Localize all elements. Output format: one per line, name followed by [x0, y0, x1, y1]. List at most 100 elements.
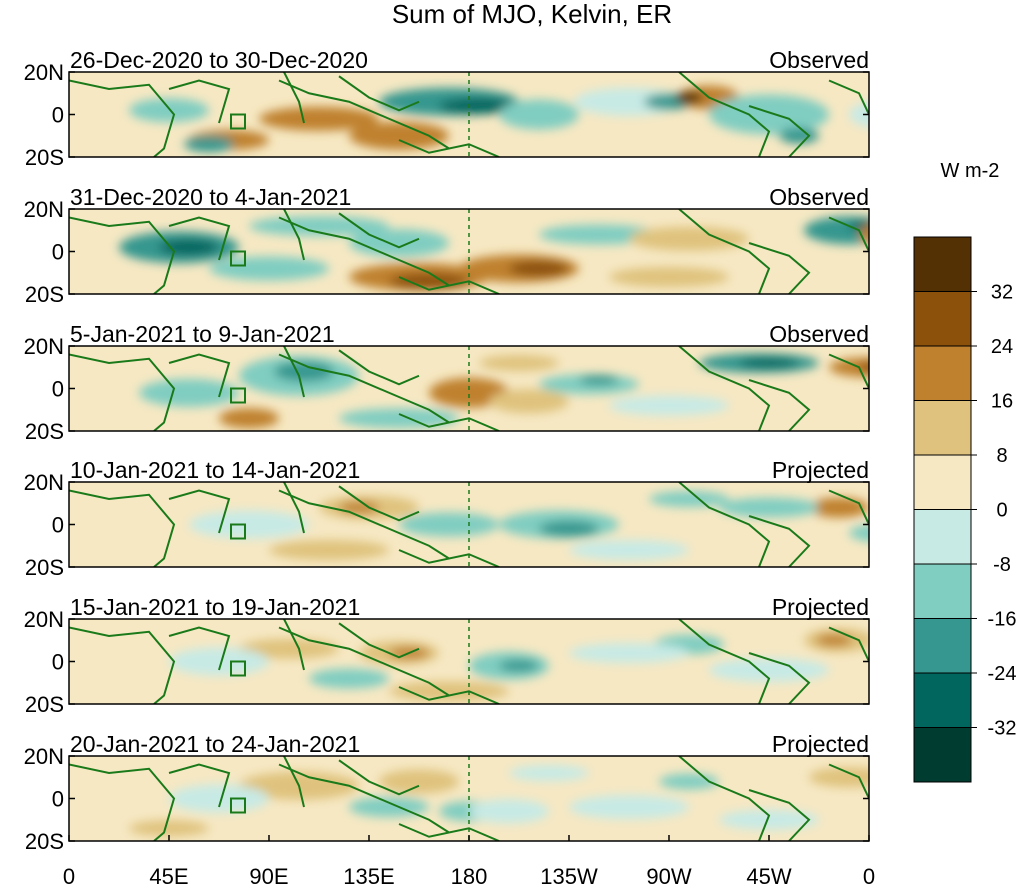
colorbar-swatch: [913, 291, 972, 347]
panel-period: 5-Jan-2021 to 9-Jan-2021: [70, 321, 335, 347]
anomaly-contour: [129, 98, 209, 123]
anomaly-contour: [489, 389, 569, 414]
lon-label: 180: [451, 864, 488, 889]
panel-period: 15-Jan-2021 to 19-Jan-2021: [70, 594, 360, 620]
anomaly-contour: [739, 358, 799, 368]
anomaly-contour: [339, 501, 379, 514]
lat-label: 20S: [25, 692, 64, 717]
anomaly-contour: [539, 520, 599, 537]
anomaly-contour: [169, 647, 269, 676]
anomaly-contour: [829, 357, 869, 378]
anomaly-contour: [579, 375, 619, 385]
panel: 20N 0 20S 15-Jan-2021 to 19-Jan-2021 Project…: [24, 594, 870, 717]
colorbar-label: 24: [991, 336, 1013, 358]
anomaly-contour: [569, 795, 689, 819]
anomaly-contour: [349, 121, 449, 150]
panel: 20N 0 20S 5-Jan-2021 to 9-Jan-2021 Observed: [24, 321, 870, 444]
anomaly-contour: [569, 540, 689, 560]
lat-label: 20N: [24, 744, 64, 769]
anomaly-contour: [539, 224, 659, 245]
colorbar-swatch: [913, 509, 972, 565]
olr-anomaly-field: [69, 482, 869, 567]
panel-period: 20-Jan-2021 to 24-Jan-2021: [70, 731, 360, 757]
colorbar-label: 16: [991, 391, 1013, 413]
colorbar: W m-2 32 24 16 8 0 -8 -16 -24 -32: [913, 160, 1017, 783]
lon-label: 135E: [343, 864, 394, 889]
lat-label: 20N: [24, 334, 64, 359]
lat-label: 20S: [25, 282, 64, 307]
lat-label: 20N: [24, 197, 64, 222]
anomaly-contour: [219, 408, 279, 429]
colorbar-label: 8: [996, 445, 1007, 467]
lat-label: 0: [52, 787, 64, 812]
lat-label: 20N: [24, 470, 64, 495]
coastlines: [69, 482, 869, 567]
anomaly-contour: [675, 91, 703, 104]
anomaly-contour: [499, 659, 539, 672]
anomaly-contour: [804, 216, 869, 245]
anomaly-contour: [649, 491, 729, 507]
anomaly-contour: [719, 809, 819, 830]
anomaly-contour: [274, 361, 334, 382]
anomaly-contour: [439, 98, 519, 114]
anomaly-contour: [509, 765, 589, 781]
lon-label: 90E: [249, 864, 288, 889]
colorbar-label: -24: [988, 663, 1017, 685]
colorbar-swatch: [913, 727, 972, 783]
colorbar-label: -8: [993, 554, 1011, 576]
anomaly-contour: [399, 512, 499, 537]
anomaly-contour: [629, 226, 749, 251]
lat-label: 0: [52, 103, 64, 128]
colorbar-swatch: [913, 454, 972, 510]
panel: 20N 0 20S 20-Jan-2021 to 24-Jan-2021 Project…: [24, 731, 870, 854]
panel-status: Projected: [772, 457, 869, 483]
anomaly-contour: [379, 769, 459, 794]
lat-label: 20S: [25, 419, 64, 444]
anomaly-contour: [849, 524, 869, 542]
anomaly-contour: [309, 668, 389, 689]
panel: 20N 0 20S 31-Dec-2020 to 4-Jan-2021 Observed: [24, 184, 870, 307]
anomaly-contour: [859, 362, 869, 372]
anomaly-contour: [184, 136, 234, 153]
anomaly-contour: [159, 239, 219, 256]
anomaly-contour: [849, 101, 869, 128]
panel-period: 10-Jan-2021 to 14-Jan-2021: [70, 457, 360, 483]
panel-status: Observed: [769, 47, 869, 73]
anomaly-contour: [609, 395, 729, 416]
longitude-axis: 0 45E 90E 135E 180 135W 90W 45W 0: [63, 835, 875, 889]
panel-status: Projected: [772, 731, 869, 757]
colorbar-label: 32: [991, 282, 1013, 304]
panel-status: Projected: [772, 594, 869, 620]
anomaly-contour: [809, 497, 869, 518]
panel-status: Observed: [769, 321, 869, 347]
coastlines: [69, 209, 869, 294]
panel-status: Observed: [769, 184, 869, 210]
panel-group: 20N 0 20S 26-Dec-2020 to 30-Dec-2020 Observe…: [24, 47, 870, 854]
coastlines: [69, 346, 869, 431]
lat-label: 0: [52, 240, 64, 265]
anomaly-contour: [574, 87, 684, 116]
colorbar-swatch: [913, 400, 972, 456]
panel: 20N 0 20S 26-Dec-2020 to 30-Dec-2020 Observe…: [24, 47, 870, 170]
anomaly-contour: [569, 643, 689, 663]
anomaly-contour: [469, 799, 549, 824]
colorbar-label: -16: [988, 609, 1017, 631]
anomaly-contour: [509, 260, 569, 277]
anomaly-contour: [779, 127, 819, 144]
lon-label: 0: [63, 864, 75, 889]
anomaly-contour: [479, 355, 559, 371]
olr-anomaly-field: [69, 619, 869, 704]
anomaly-contour: [429, 377, 509, 408]
coastlines: [69, 72, 869, 157]
lat-label: 0: [52, 650, 64, 675]
figure-title: Sum of MJO, Kelvin, ER: [392, 0, 672, 29]
colorbar-swatch: [913, 236, 972, 292]
anomaly-contour: [609, 267, 729, 287]
colorbar-swatch: [913, 345, 972, 401]
lon-label: 45E: [149, 864, 188, 889]
lat-label: 20N: [24, 607, 64, 632]
anomaly-contour: [859, 225, 869, 244]
anomaly-contour: [269, 540, 389, 560]
anomaly-contour: [709, 658, 829, 682]
panel-period: 26-Dec-2020 to 30-Dec-2020: [70, 47, 368, 73]
